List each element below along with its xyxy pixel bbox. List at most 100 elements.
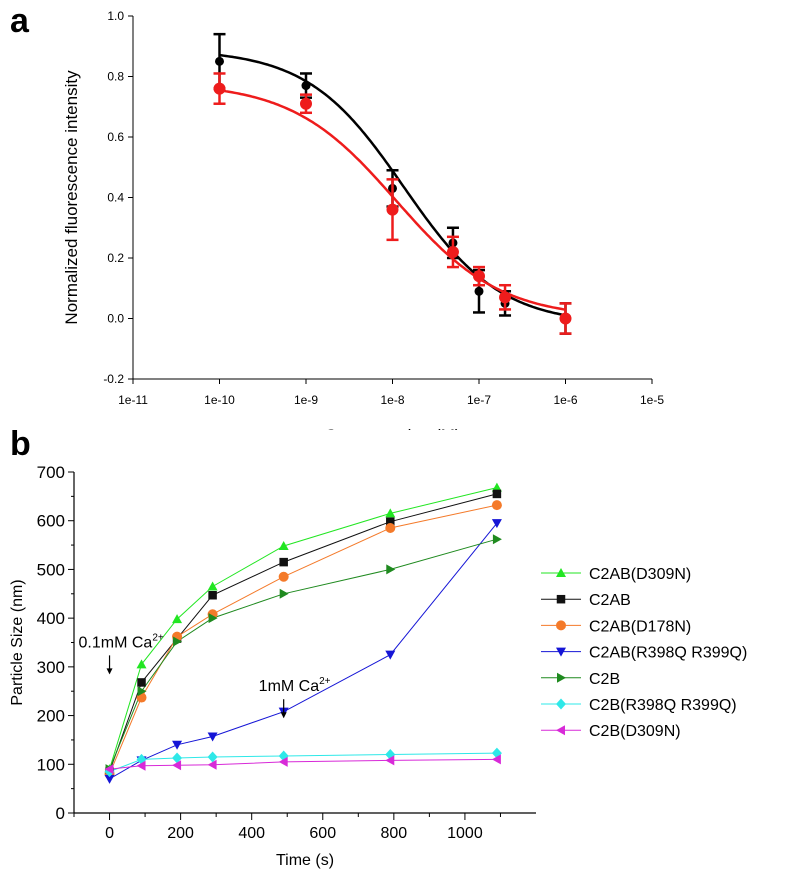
b-data-point [385, 508, 396, 518]
a-x-tick-label: 1e-8 [380, 393, 404, 407]
b-y-tick-label: 400 [37, 609, 65, 628]
b-data-point [386, 564, 396, 575]
a-y-tick-label: 0.6 [107, 130, 124, 144]
b-data-point [279, 588, 289, 599]
b-data-point [173, 636, 183, 647]
b-data-point [492, 534, 502, 545]
a-y-tick-label: 0.0 [107, 312, 124, 326]
legend-label: C2AB(R398Q R399Q) [589, 645, 747, 662]
b-series-line [109, 493, 498, 772]
a-x-tick-label: 1e-7 [467, 393, 491, 407]
b-data-point [207, 759, 217, 770]
legend-marker [556, 698, 566, 710]
b-y-tick-label: 0 [56, 804, 65, 823]
b-data-point [278, 541, 289, 551]
b-y-tick-label: 100 [37, 755, 65, 774]
a-y-tick-label: 0.2 [107, 251, 124, 265]
a-data-point-red [559, 312, 572, 325]
b-data-point [104, 774, 115, 784]
a-data-point-red [300, 97, 312, 110]
b-data-point [491, 519, 502, 529]
b-annotation-arrowhead [106, 668, 113, 675]
legend-label: C2AB(D178N) [589, 618, 691, 635]
b-x-tick-label: 400 [238, 825, 265, 842]
legend-marker [556, 725, 565, 736]
b-data-point [492, 489, 502, 499]
b-annotation-superscript: 2+ [319, 676, 331, 687]
b-annotation-superscript: 2+ [152, 632, 164, 643]
a-x-tick-label: 1e-11 [118, 393, 148, 407]
a-y-tick-label: 1.0 [107, 9, 124, 23]
b-data-point [207, 581, 218, 591]
b-series-line [109, 758, 497, 770]
a-data-point-red [499, 291, 512, 304]
b-data-point [172, 760, 182, 771]
b-data-point [207, 732, 218, 742]
b-annotation-text: 0.1mM Ca2+ [79, 632, 164, 651]
b-y-axis-label: Particle Size (nm) [9, 579, 26, 705]
b-data-point [136, 760, 146, 771]
b-x-tick-label: 200 [167, 825, 194, 842]
b-data-point [208, 613, 218, 624]
a-y-tick-label: -0.2 [103, 372, 124, 386]
legend-label: C2B(D309N) [589, 723, 681, 740]
b-data-point [491, 500, 502, 511]
a-data-point-red [213, 82, 226, 95]
b-data-point [208, 590, 217, 600]
b-series-line [109, 752, 497, 773]
b-x-tick-label: 1000 [447, 825, 483, 842]
a-data-point-black [301, 81, 311, 91]
a-x-tick-label: 1e-5 [640, 393, 664, 407]
b-data-point [207, 751, 218, 763]
legend-label: C2AB [589, 592, 631, 609]
legend-marker [556, 620, 566, 631]
panel-b-label: b [10, 425, 31, 463]
a-data-point-red [386, 203, 399, 216]
legend-marker [557, 672, 566, 683]
b-data-point [137, 678, 146, 687]
b-data-point [386, 517, 395, 526]
b-x-tick-label: 800 [380, 825, 407, 842]
b-data-point [385, 755, 395, 766]
a-data-point-black [474, 286, 484, 296]
legend-label: C2B(R398Q R399Q) [589, 697, 737, 714]
a-data-point-red [473, 270, 485, 283]
legend-label: C2B [589, 671, 620, 688]
b-data-point [136, 659, 147, 669]
a-x-axis-label: Concentration (M) [324, 426, 460, 430]
b-x-axis-label: Time (s) [276, 852, 334, 869]
b-y-tick-label: 600 [37, 512, 65, 531]
legend-label: C2AB(D309N) [589, 566, 691, 583]
b-data-point [385, 523, 396, 534]
b-data-point [385, 650, 396, 660]
a-data-point-red [446, 245, 459, 258]
b-data-point [279, 557, 288, 567]
b-data-point [172, 752, 183, 764]
b-annotation-text: 1mM Ca2+ [259, 676, 331, 695]
b-x-tick-label: 600 [309, 825, 336, 842]
panel-a-label: a [10, 2, 29, 40]
b-data-point [172, 740, 183, 750]
a-y-tick-label: 0.8 [107, 70, 124, 84]
a-data-point-black [215, 56, 224, 66]
chart-a: -0.2 0.0 0.2 0.4 0.6 0.8 1.0 1e-11 1e-10 1e-9 1e-8… [62, 9, 664, 430]
a-y-axis-label: Normalized fluorescence intensity [62, 70, 81, 325]
legend-marker [556, 594, 566, 604]
b-series-line [109, 487, 498, 770]
b-series-line [109, 538, 498, 770]
b-data-point [491, 482, 502, 492]
b-data-point [137, 686, 147, 697]
b-data-point [278, 756, 288, 767]
b-y-tick-label: 300 [37, 658, 65, 677]
a-x-tick-label: 1e-6 [553, 393, 577, 407]
b-y-tick-label: 200 [37, 707, 65, 726]
legend-marker [556, 647, 566, 657]
b-data-point [491, 754, 501, 765]
b-series-line [109, 504, 498, 775]
b-data-point [172, 614, 183, 624]
b-x-tick-label: 0 [105, 825, 114, 842]
b-data-point [278, 571, 289, 582]
a-y-tick-label: 0.4 [107, 191, 124, 205]
b-data-point [104, 764, 114, 775]
